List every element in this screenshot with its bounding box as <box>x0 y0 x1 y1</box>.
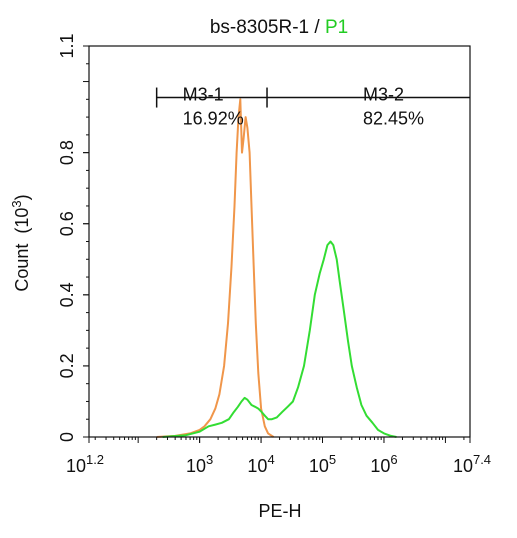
y-tick-label: 0 <box>57 432 77 442</box>
title-sample: bs-8305R-1 <box>210 17 309 38</box>
y-axis-label-text: Count (10 <box>12 208 32 292</box>
gate-percent-M3-2: 82.45% <box>363 109 424 129</box>
x-axis-label: PE-H <box>258 501 301 521</box>
gate-percent-M3-1: 16.92% <box>183 109 244 129</box>
y-tick-label: 1.1 <box>57 33 77 58</box>
series-line-2 <box>162 240 397 438</box>
gate-layer: M3-1 16.92% M3-2 82.45% <box>155 85 470 129</box>
series-line-1 <box>156 98 275 438</box>
chart-title: bs-8305R-1 / P1 <box>210 17 348 38</box>
y-axis: 0 0.2 0.4 0.6 0.8 1.1 <box>57 33 89 442</box>
gate-name-M3-2: M3-2 <box>363 85 404 105</box>
title-gate: P1 <box>325 17 348 38</box>
x-tick-label: 107.4 <box>453 452 491 476</box>
x-axis: 101.2 103 104 105 106 107.4 <box>66 437 491 476</box>
gate-name-M3-1: M3-1 <box>183 85 224 105</box>
x-tick-label: 106 <box>370 452 397 476</box>
y-tick-label: 0.2 <box>57 353 77 378</box>
y-axis-label-exponent: 3 <box>9 200 24 207</box>
title-separator: / <box>309 17 325 38</box>
y-tick-label: 0.6 <box>57 211 77 236</box>
y-tick-label: 0.8 <box>57 140 77 165</box>
x-tick-label: 104 <box>247 452 274 476</box>
y-tick-label: 0.4 <box>57 282 77 307</box>
series-layer <box>156 98 397 438</box>
x-tick-label: 101.2 <box>66 452 104 476</box>
x-tick-label: 103 <box>186 452 213 476</box>
y-axis-label-close: ) <box>12 194 32 200</box>
x-tick-label: 105 <box>309 452 336 476</box>
y-axis-label: Count (103) <box>9 194 32 291</box>
plot-frame <box>88 45 471 438</box>
